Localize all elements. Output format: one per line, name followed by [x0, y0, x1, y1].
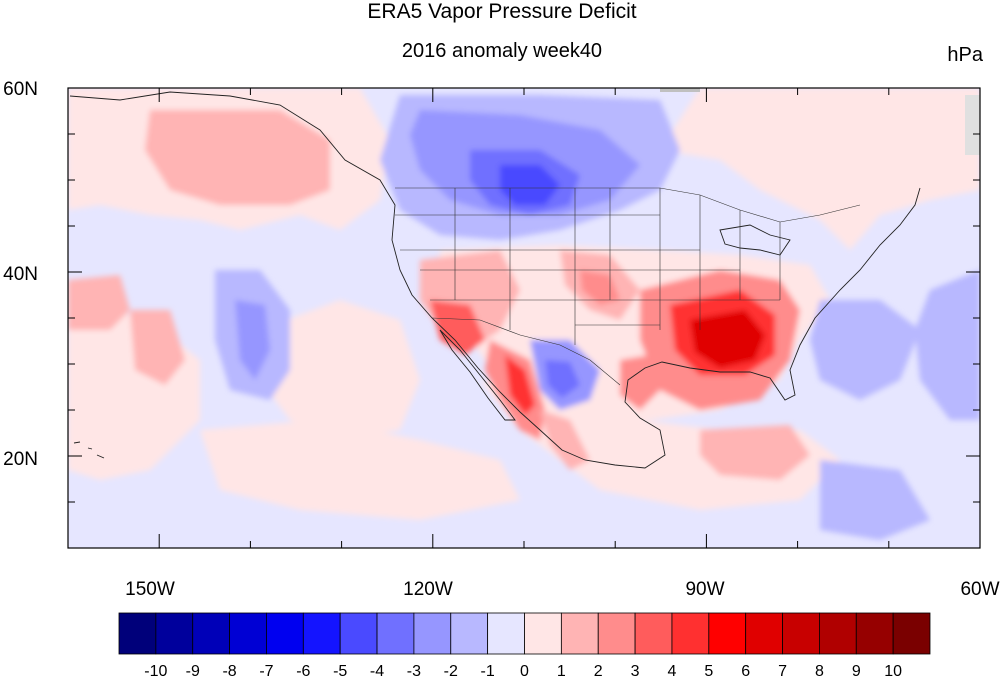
- mexico-blue-core: [545, 360, 580, 398]
- colorbar-swatch: [155, 612, 194, 655]
- colorbar-label: 3: [631, 663, 640, 680]
- colorbar-label: -7: [259, 663, 273, 680]
- mexico-south-red: [540, 410, 590, 470]
- x-tick-label: 60W: [960, 579, 999, 600]
- state-borders: [395, 187, 861, 386]
- hawaii-islands: [73, 441, 105, 459]
- colorbar-swatch: [302, 612, 341, 655]
- colorbar-swatch: [376, 612, 415, 655]
- colorbar: -10 -9 -8 -7 -6 -5 -4 -3 -2 -1 0 1 2 3 4 5 6 7 8 9 10: [118, 612, 931, 680]
- pacific-west-red: [68, 275, 130, 330]
- colorbar-label: -4: [370, 663, 384, 680]
- chart-subtitle: 2016 anomaly week40: [401, 40, 603, 62]
- east-atlantic-blue: [915, 270, 980, 420]
- state-grid-a: [454, 188, 781, 345]
- pacific-blue-core: [235, 300, 270, 380]
- baja-california: [439, 329, 516, 421]
- axis-ticks: [67, 87, 981, 549]
- units-label: hPa: [947, 44, 983, 66]
- yucatan-red: [700, 425, 810, 480]
- colorbar-swatch: [597, 612, 636, 655]
- colorbar-swatch: [855, 612, 894, 655]
- caribbean-blue-patch: [820, 460, 930, 540]
- colorbar-swatch: [413, 612, 452, 655]
- y-tick-label: 40N: [3, 264, 38, 285]
- x-tick-label: 150W: [125, 579, 175, 600]
- colorbar-label: -1: [481, 663, 495, 680]
- missing-data-strip: [660, 88, 700, 92]
- hawaii-pink-region: [260, 300, 420, 440]
- southwest-us-red-core: [430, 300, 485, 355]
- x-tick-label: 90W: [685, 579, 724, 600]
- colorbar-swatch: [708, 612, 747, 655]
- canada-core-blue: [500, 165, 560, 205]
- colorbar-swatch: [745, 612, 783, 655]
- colorbar-swatch: [192, 612, 230, 655]
- colorbar-label: 4: [668, 663, 677, 680]
- colorbar-label: -10: [144, 663, 167, 680]
- colorbar-label: 5: [704, 663, 713, 680]
- colorbar-swatch: [819, 612, 857, 655]
- colorbar-swatch: [524, 612, 562, 655]
- y-tick-label: 20N: [3, 449, 38, 470]
- colorbar-label: 7: [778, 663, 787, 680]
- colorbar-swatch: [118, 612, 157, 655]
- colorbar-swatch: [339, 612, 378, 655]
- anomaly-field: [68, 88, 980, 548]
- southeast-red-core: [690, 310, 765, 368]
- southern-pink-band: [200, 420, 520, 520]
- north-atlantic-pink-region: [660, 88, 980, 250]
- colorbar-swatch: [560, 612, 599, 655]
- state-grid-b: [395, 214, 780, 326]
- northeast-pacific-red: [145, 110, 330, 205]
- colorbar-swatch: [450, 612, 489, 655]
- colorbar-label: 9: [852, 663, 861, 680]
- colorbar-label: 10: [884, 663, 902, 680]
- colorbar-swatch: [634, 612, 673, 655]
- north-america-coast: [69, 91, 921, 469]
- colorbar-label: 6: [741, 663, 750, 680]
- colorbar-label: 1: [557, 663, 566, 680]
- colorbar-label: -9: [186, 663, 200, 680]
- colorbar-label: 8: [815, 663, 824, 680]
- colorbar-label: -5: [333, 663, 347, 680]
- colorbar-label: -2: [444, 663, 458, 680]
- y-tick-label: 60N: [3, 79, 38, 100]
- colorbar-swatch: [782, 612, 820, 655]
- colorbar-label: -3: [407, 663, 421, 680]
- colorbar-swatch: [671, 612, 710, 655]
- pacific-south-red: [130, 310, 185, 385]
- gulf-california-red-core: [505, 355, 535, 415]
- colorbar-label: -6: [296, 663, 310, 680]
- colorbar-label: -8: [222, 663, 236, 680]
- us-mexico-border: [431, 317, 621, 386]
- colorbar-swatch: [266, 612, 304, 655]
- west-atlantic-blue: [810, 300, 920, 400]
- x-tick-label: 120W: [403, 579, 453, 600]
- colorbar-swatch: [892, 612, 931, 655]
- chart-title: ERA5 Vapor Pressure Deficit: [367, 0, 637, 23]
- colorbar-label: 0: [520, 663, 529, 680]
- colorbar-label: 2: [594, 663, 603, 680]
- texas-coast-red: [620, 355, 660, 410]
- missing-data-strip-east: [965, 95, 980, 155]
- colorbar-swatch: [487, 612, 525, 655]
- colorbar-swatch: [229, 612, 267, 655]
